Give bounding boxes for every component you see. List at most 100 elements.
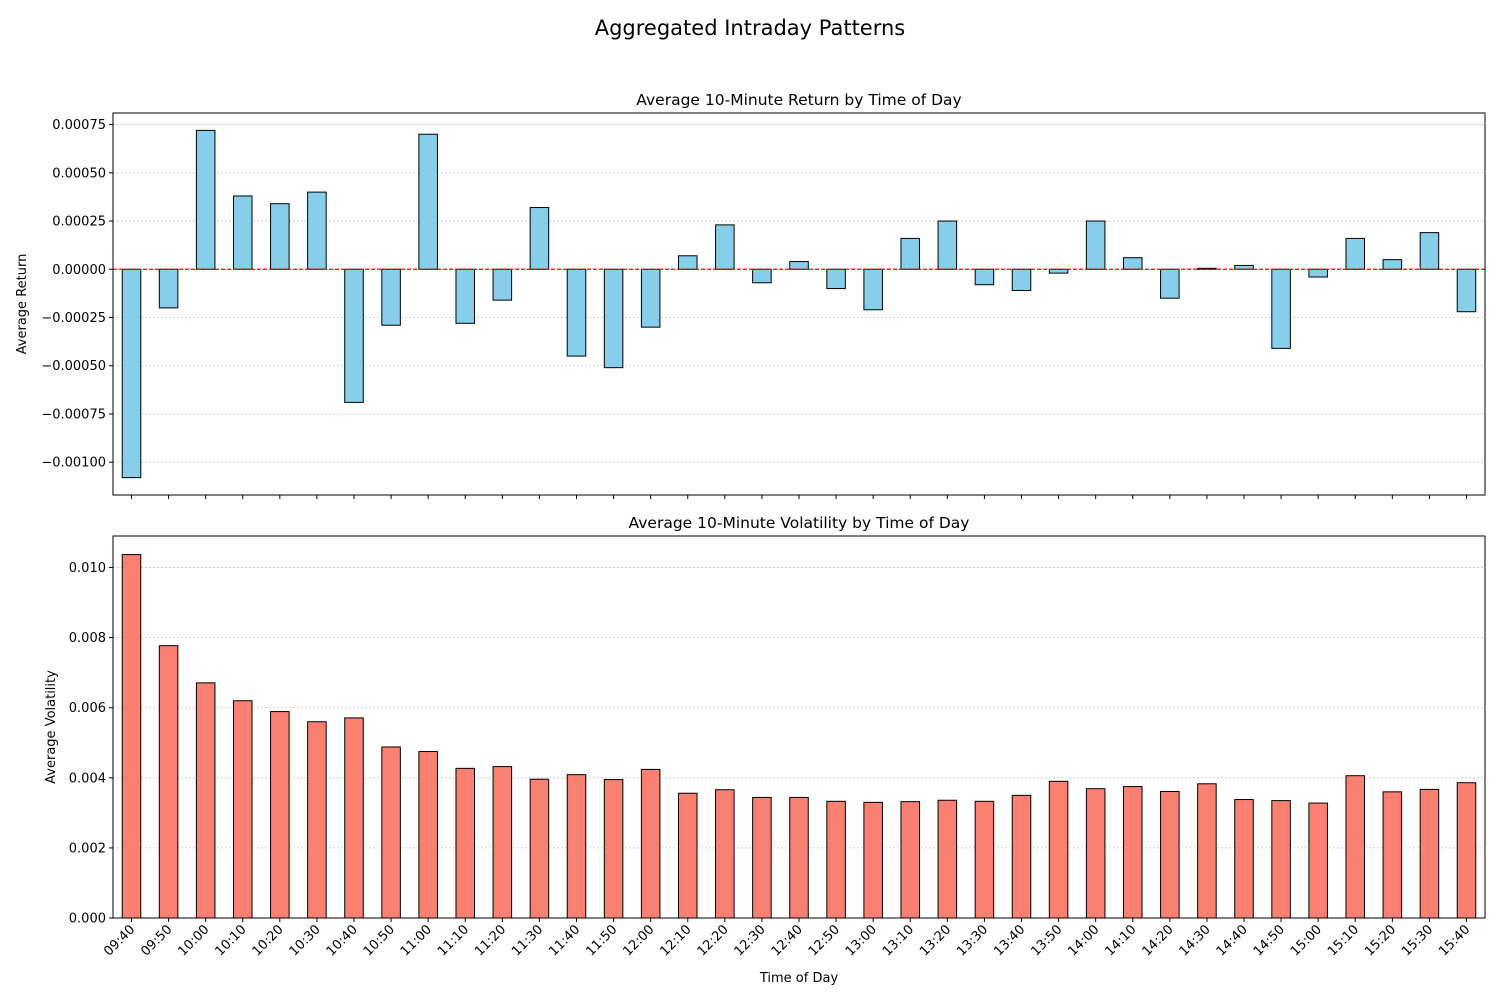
bar: [344, 268, 364, 403]
bar: [937, 799, 958, 919]
x-tick-label: 14:50: [1251, 922, 1288, 959]
y-tick-label: 0.00075: [52, 118, 106, 133]
bar: [1382, 791, 1403, 919]
bar: [158, 268, 179, 309]
x-tick-label: 11:40: [546, 922, 583, 959]
x-tick-label: 10:40: [324, 922, 361, 959]
x-tick-label: 09:40: [101, 922, 138, 959]
bar: [640, 768, 661, 919]
bar: [1122, 257, 1143, 270]
x-tick-label: 13:20: [917, 922, 954, 959]
y-tick-label: 0.004: [69, 771, 106, 786]
bar: [1011, 794, 1032, 919]
x-tick-label: 12:30: [732, 922, 769, 959]
bar: [121, 268, 142, 479]
bar: [900, 237, 921, 270]
y-axis-label: Average Return: [15, 254, 30, 355]
bar: [195, 682, 216, 919]
x-tick-label: 10:20: [250, 922, 287, 959]
x-tick-label: 12:10: [657, 922, 694, 959]
y-tick-label: 0.008: [69, 631, 106, 646]
bar: [1048, 780, 1069, 919]
x-tick-label: 13:50: [1028, 922, 1065, 959]
x-tick-label: 14:30: [1177, 922, 1214, 959]
bar: [1456, 782, 1477, 919]
bar: [677, 792, 698, 919]
bar: [826, 800, 846, 919]
y-tick-label: −0.00050: [41, 359, 106, 374]
x-tick-label: 11:50: [583, 922, 620, 959]
x-tick-label: 10:10: [212, 922, 249, 959]
bar: [640, 268, 661, 328]
y-tick-label: 0.000: [69, 912, 106, 927]
bar: [603, 779, 624, 919]
bar: [863, 268, 883, 311]
bar: [1234, 799, 1254, 919]
bar: [381, 268, 401, 326]
x-tick-label: 15:20: [1362, 922, 1399, 959]
x-tick-label: 11:00: [398, 922, 435, 959]
bar: [1160, 790, 1180, 919]
bar: [270, 711, 290, 919]
x-tick-label: 10:00: [175, 922, 212, 959]
bar: [566, 268, 587, 357]
bar: [900, 801, 921, 919]
bar: [1419, 232, 1440, 270]
figure-title: Aggregated Intraday Patterns: [594, 16, 906, 40]
bar: [1122, 786, 1143, 919]
x-tick-label: 15:40: [1436, 922, 1473, 959]
bar: [863, 801, 883, 919]
x-tick-label: 13:30: [954, 922, 991, 959]
chart-title: Average 10-Minute Return by Time of Day: [636, 91, 961, 109]
x-tick-label: 12:50: [806, 922, 843, 959]
bar: [974, 268, 995, 286]
bar: [344, 717, 364, 919]
x-tick-label: 11:30: [509, 922, 546, 959]
x-tick-label: 10:30: [287, 922, 324, 959]
bar: [529, 207, 550, 270]
bar: [232, 195, 253, 270]
bar: [270, 203, 290, 270]
bar: [1160, 268, 1180, 299]
bar: [381, 746, 401, 919]
x-tick-label: 12:00: [620, 922, 657, 959]
bar: [1197, 783, 1217, 919]
bar: [232, 700, 253, 919]
x-tick-label: 10:50: [361, 922, 398, 959]
bar: [715, 789, 735, 919]
chart-panel-2: 0.000 0.002 0.004 0.006 0.008 0.010 09:40 09:50…: [44, 514, 1486, 986]
bar: [529, 778, 550, 919]
x-tick-label: 15:00: [1288, 922, 1325, 959]
chart-title: Average 10-Minute Volatility by Time of …: [629, 514, 970, 532]
x-tick-label: 11:20: [472, 922, 509, 959]
bar: [1345, 237, 1366, 270]
x-tick-label: 13:00: [843, 922, 880, 959]
bar: [1085, 220, 1106, 270]
bar: [789, 796, 809, 919]
bar: [455, 767, 476, 919]
x-tick-label: 09:50: [138, 922, 175, 959]
bar: [1345, 775, 1366, 919]
bar: [677, 255, 698, 270]
y-tick-label: 0.010: [69, 561, 106, 576]
y-tick-label: 0.00050: [52, 166, 106, 181]
bar: [307, 721, 327, 919]
y-tick-label: −0.00100: [41, 456, 106, 471]
x-tick-label: 15:30: [1399, 922, 1436, 959]
bar: [492, 268, 513, 301]
bar: [1271, 268, 1291, 349]
x-tick-label: 14:10: [1102, 922, 1139, 959]
x-axis-label: Time of Day: [759, 971, 839, 986]
bar: [121, 554, 142, 919]
bar: [195, 129, 216, 270]
bar: [1382, 259, 1403, 270]
bar: [1456, 268, 1477, 313]
x-tick-label: 14:40: [1214, 922, 1251, 959]
bar: [492, 766, 513, 919]
y-tick-label: 0.00025: [52, 215, 106, 230]
x-tick-label: 14:00: [1065, 922, 1102, 959]
x-tick-label: 12:20: [695, 922, 732, 959]
x-tick-label: 14:20: [1140, 922, 1177, 959]
